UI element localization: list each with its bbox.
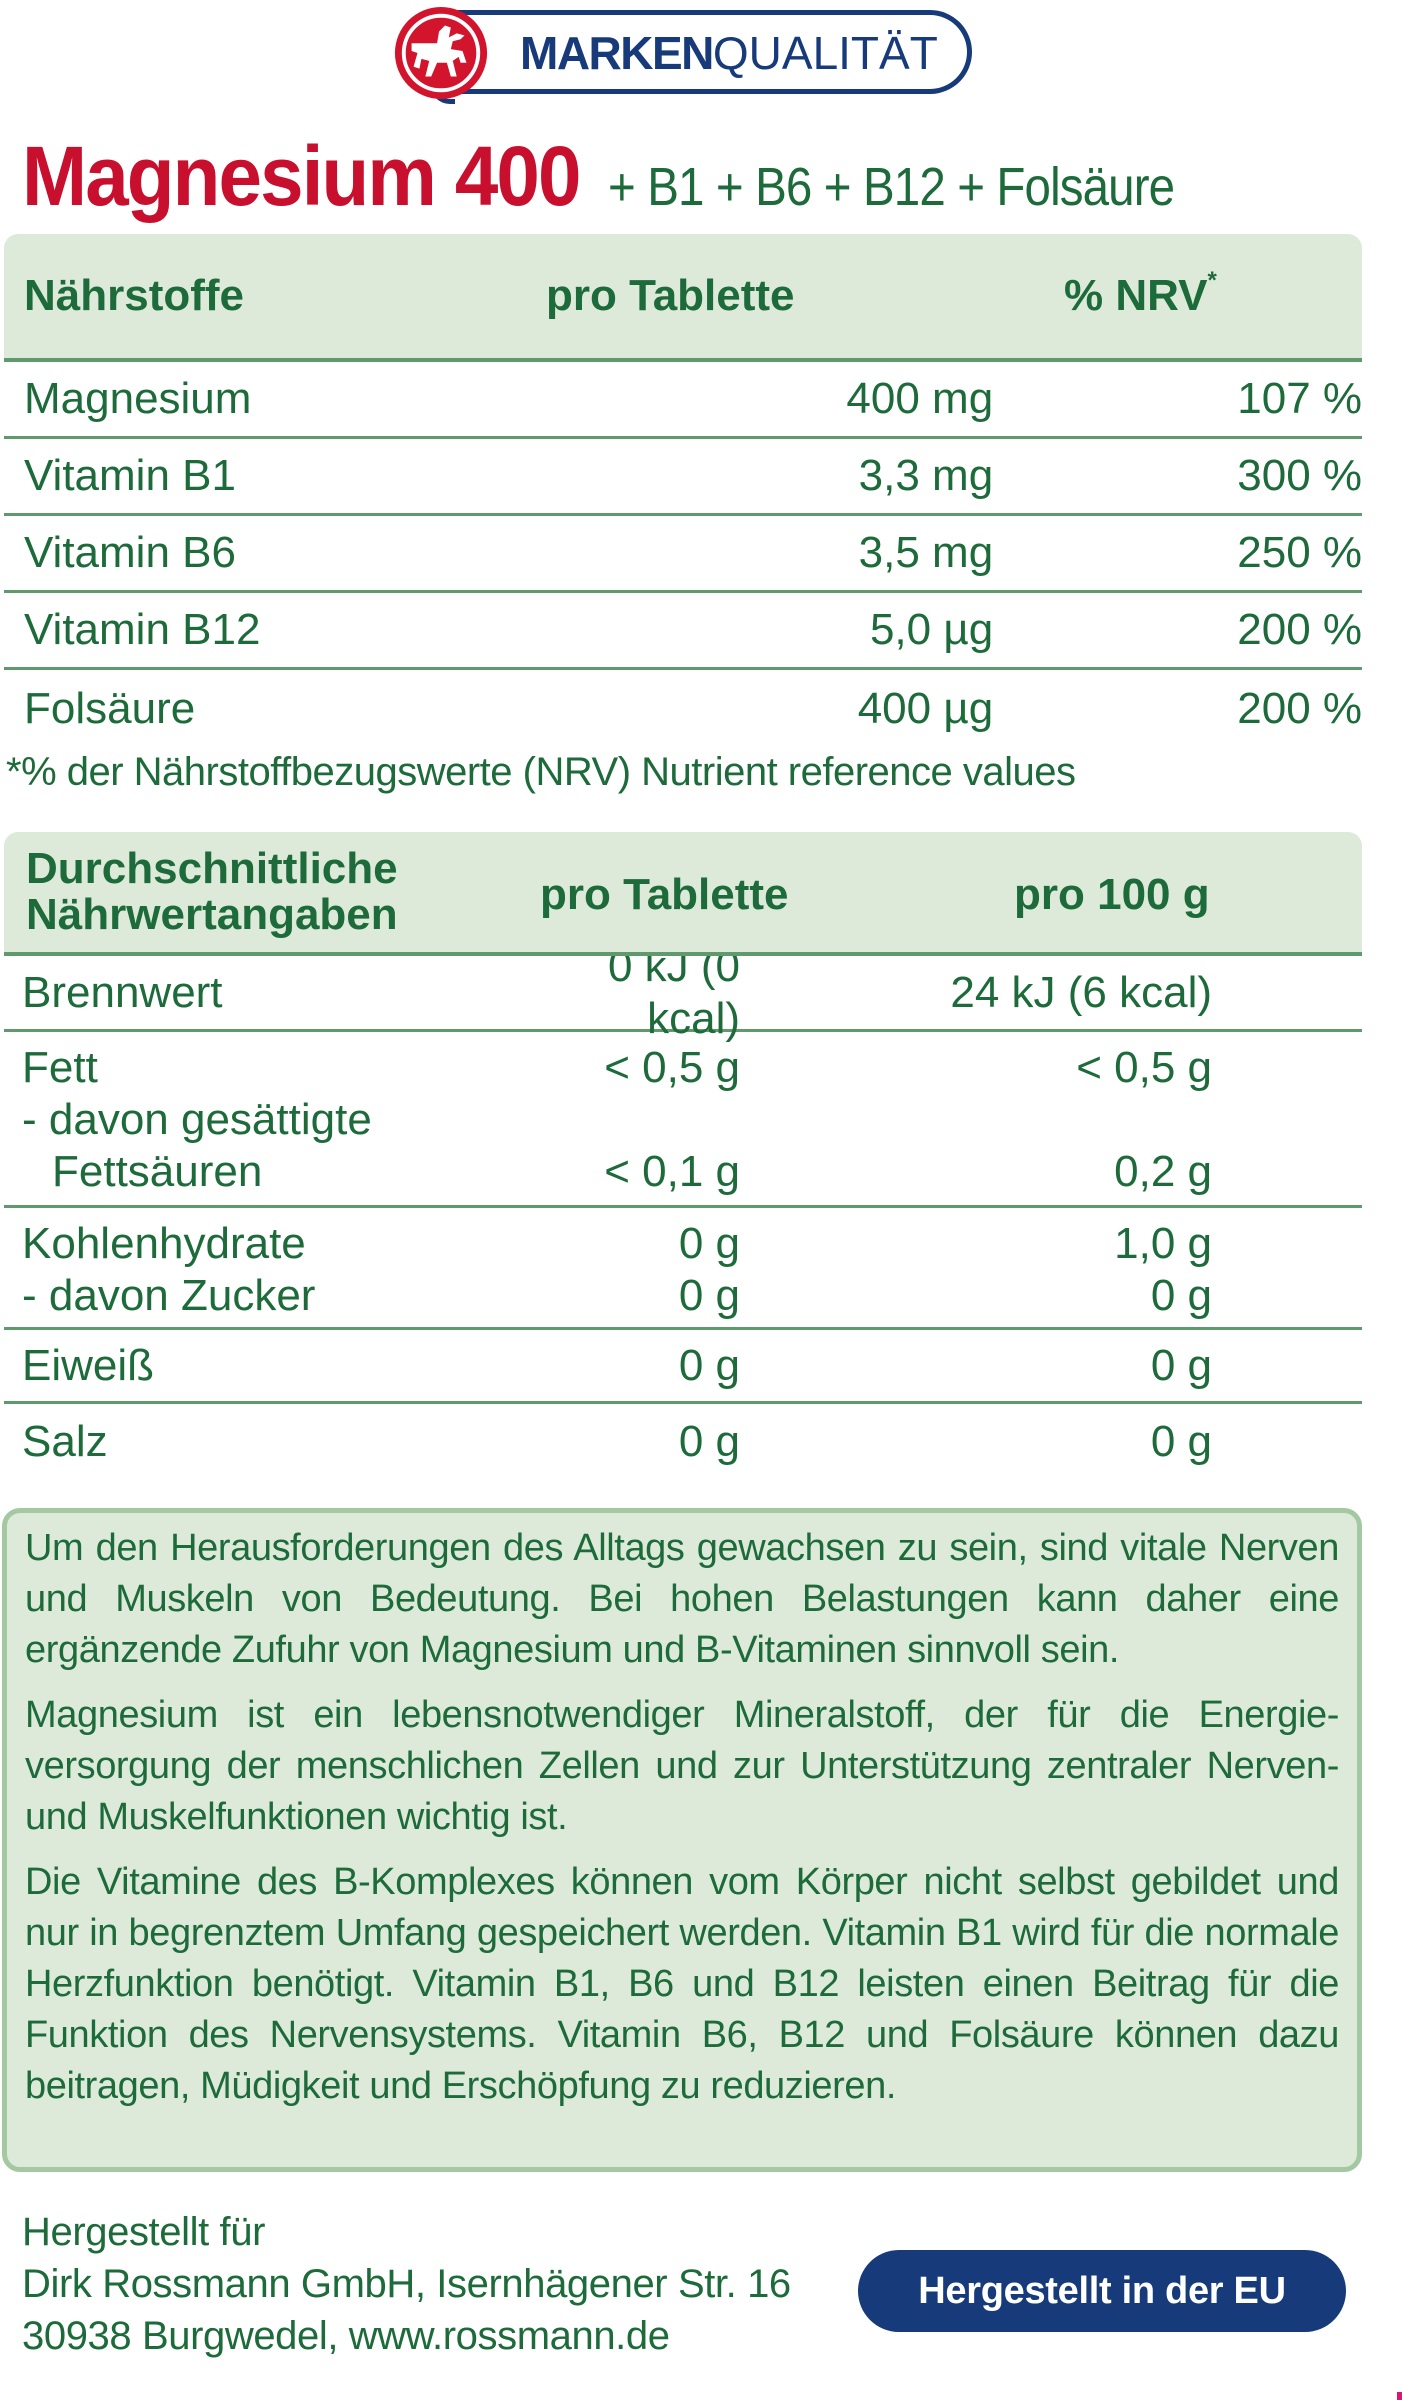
product-info-box: Um den Herausforderungen des Alltags gew…	[2, 1508, 1362, 2172]
table-row: Magnesium 400 mg 107 %	[4, 362, 1362, 439]
nrv-footnote: *% der Nährstoffbezugswerte (NRV) Nutrie…	[6, 750, 1076, 794]
table-row-brennwert: Brennwert 0 kJ (0 kcal) 24 kJ (6 kcal)	[4, 942, 1362, 1043]
header-naehrstoffe: Nährstoffe	[24, 271, 245, 320]
header-nrv-marker: *	[1207, 267, 1217, 294]
brand-label-bold: MARKEN	[520, 27, 714, 79]
nutrition-per-100g-group: 1,0 g 0 g	[740, 1218, 1212, 1327]
nutrition-sub-name: - davon gesättigte	[22, 1095, 372, 1144]
nutrient-per-tablet: 400 mg	[846, 374, 994, 423]
manufacturer-line-2: Dirk Rossmann GmbH, Isernhägener Str. 16	[22, 2262, 791, 2306]
table-row: Vitamin B6 3,5 mg 250 %	[4, 516, 1362, 593]
nutrition-per-100g: 0 g	[1150, 1340, 1212, 1390]
nutrition-per-100g: 24 kJ (6 kcal)	[950, 967, 1212, 1017]
edge-mark	[1397, 2392, 1402, 2400]
nutrient-nrv: 107 %	[1237, 374, 1363, 423]
nutrient-per-tablet: 3,5 mg	[858, 528, 994, 577]
rossmann-centaur-logo-icon	[394, 6, 488, 100]
nutrient-nrv: 250 %	[1237, 528, 1363, 577]
manufacturer-line-3: 30938 Burgwedel, www.rossmann.de	[22, 2314, 670, 2358]
nutrient-name: Folsäure	[24, 683, 196, 733]
product-title-sub: + B1 + B6 + B12 + Folsäure	[607, 157, 1175, 217]
nutrition-per-tablet-group: 0 g 0 g	[564, 1218, 740, 1327]
manufacturer-address: Hergestellt für Dirk Rossmann GmbH, Iser…	[22, 2206, 791, 2362]
nutrient-nrv: 200 %	[1237, 683, 1363, 733]
header-pro-tablette: pro Tablette	[546, 271, 795, 320]
nutrition-sub-per-tablet: < 0,1 g	[604, 1147, 740, 1196]
nutrition-table-header: Durchschnittliche Nährwertangaben pro Ta…	[4, 832, 1362, 956]
nutrient-per-tablet: 3,3 mg	[858, 451, 994, 500]
nutrition-sub-name: - davon Zucker	[22, 1271, 316, 1320]
nutrient-name: Vitamin B1	[24, 451, 236, 500]
nutrition-per-tablet: 0 g	[678, 1219, 740, 1268]
nutrition-per-100g: < 0,5 g	[1076, 1043, 1212, 1092]
nutrition-name: Fett	[22, 1043, 98, 1092]
nutrition-per-100g-group: < 0,5 g 0,2 g	[740, 1042, 1212, 1205]
nutrient-table: Nährstoffe pro Tablette % NRV* Magnesium…	[4, 234, 1362, 747]
header-pro-100g: pro 100 g	[1014, 870, 1210, 919]
nutrition-sub-per-100g: 0 g	[1150, 1271, 1212, 1320]
brand-label: MARKENQUALITÄT	[520, 18, 938, 88]
nutrition-per-tablet: < 0,5 g	[604, 1043, 740, 1092]
nutrition-name: Eiweiß	[22, 1340, 155, 1390]
nutrition-name-group: Kohlenhydrate - davon Zucker	[4, 1218, 564, 1327]
header-line-2: Nährwertangaben	[26, 890, 398, 939]
brand-badge: MARKENQUALITÄT	[392, 4, 974, 104]
nutrition-per-100g: 0 g	[1150, 1417, 1212, 1466]
nutrient-nrv: 300 %	[1237, 451, 1363, 500]
nutrient-name: Vitamin B12	[24, 605, 261, 654]
table-row-salz: Salz 0 g 0 g	[4, 1404, 1362, 1480]
nutrition-sub-per-100g: 0,2 g	[1114, 1147, 1212, 1196]
nutrition-per-tablet: 0 g	[678, 1417, 740, 1466]
made-in-eu-badge: Hergestellt in der EU	[858, 2250, 1346, 2332]
info-paragraph: Die Vitamine des B-Komplexes können vom …	[25, 1861, 1339, 2107]
nutrition-per-tablet: 0 g	[678, 1340, 740, 1390]
brand-label-light: QUALITÄT	[712, 27, 938, 79]
nutrition-facts-table: Durchschnittliche Nährwertangaben pro Ta…	[4, 832, 1362, 1480]
header-nrv-label: % NRV	[1064, 271, 1208, 320]
manufacturer-line-1: Hergestellt für	[22, 2210, 265, 2254]
header-line-1: Durchschnittliche	[26, 844, 398, 893]
nutrition-per-tablet: 0 kJ (0 kcal)	[607, 941, 740, 1043]
nutrient-name: Magnesium	[24, 374, 252, 423]
header-pro-tablette: pro Tablette	[540, 870, 789, 919]
nutrition-name-group: Fett - davon gesättigte Fettsäuren	[4, 1042, 564, 1205]
nutrient-per-tablet: 5,0 µg	[869, 605, 994, 654]
info-paragraph: Um den Herausforderungen des Alltags gew…	[25, 1527, 1339, 1671]
nutrient-per-tablet: 400 µg	[857, 683, 994, 733]
nutrient-table-header: Nährstoffe pro Tablette % NRV*	[4, 234, 1362, 362]
nutrition-sub-name-cont: Fettsäuren	[52, 1147, 263, 1196]
product-title-main: Magnesium 400	[22, 129, 581, 223]
table-row: Vitamin B12 5,0 µg 200 %	[4, 593, 1362, 670]
table-row-fett: Fett - davon gesättigte Fettsäuren < 0,5…	[4, 1032, 1362, 1208]
nutrition-per-tablet-group: < 0,5 g < 0,1 g	[564, 1042, 740, 1205]
table-row-kohlenhydrate: Kohlenhydrate - davon Zucker 0 g 0 g 1,0…	[4, 1208, 1362, 1330]
header-naehrwertangaben: Durchschnittliche Nährwertangaben	[26, 846, 398, 938]
info-paragraph: Magnesium ist ein lebensnotwendiger Mine…	[25, 1694, 1339, 1838]
nutrition-name: Salz	[22, 1417, 108, 1466]
table-row-eiweiss: Eiweiß 0 g 0 g	[4, 1330, 1362, 1404]
nutrition-sub-per-tablet: 0 g	[678, 1271, 740, 1320]
table-row: Folsäure 400 µg 200 %	[4, 670, 1362, 747]
nutrition-name: Brennwert	[22, 967, 223, 1017]
nutrient-nrv: 200 %	[1237, 605, 1363, 654]
nutrition-name: Kohlenhydrate	[22, 1219, 306, 1268]
nutrient-name: Vitamin B6	[24, 528, 236, 577]
product-title: Magnesium 400 + B1 + B6 + B12 + Folsäure	[22, 128, 1251, 225]
table-row: Vitamin B1 3,3 mg 300 %	[4, 439, 1362, 516]
nutrition-per-100g: 1,0 g	[1114, 1219, 1212, 1268]
header-nrv: % NRV*	[1064, 267, 1217, 321]
